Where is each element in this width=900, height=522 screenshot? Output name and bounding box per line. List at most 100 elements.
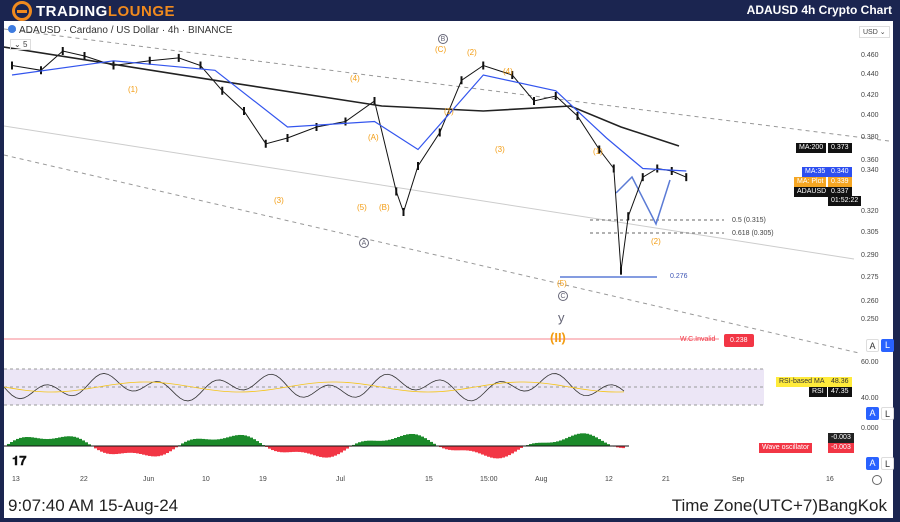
- wave-label: (4): [350, 74, 360, 83]
- oscillator-bar: [520, 446, 523, 448]
- oscillator-bar: [322, 446, 325, 458]
- rsi-ma-value: 48.36: [828, 377, 852, 387]
- oscillator-bar: [166, 446, 169, 454]
- oscillator-bar: [376, 440, 379, 446]
- wave-label: (II): [550, 330, 566, 345]
- osc-auto-button[interactable]: A: [866, 457, 879, 470]
- oscillator-bar: [547, 442, 550, 446]
- symbol-info: ADAUSD · Cardano / US Dollar · 4h · BINA…: [8, 25, 232, 36]
- oscillator-bar: [589, 434, 592, 446]
- price-candle: [264, 139, 267, 148]
- oscillator-bar: [142, 446, 145, 455]
- oscillator-bar: [160, 446, 163, 456]
- oscillator-bar: [292, 446, 295, 452]
- oscillator-bar: [196, 438, 199, 446]
- x-tick-label: 16: [826, 476, 834, 483]
- oscillator-bar: [358, 442, 361, 446]
- oscillator-bar: [622, 446, 625, 449]
- oscillator-bar: [574, 434, 577, 446]
- rsi-tick: 60.00: [861, 359, 879, 366]
- adausd-value: 0.337: [828, 187, 852, 197]
- oscillator-bar: [172, 446, 175, 450]
- oscillator-bar: [412, 434, 415, 446]
- currency-select[interactable]: USD ⌄: [859, 26, 890, 38]
- oscillator-bar: [103, 446, 106, 453]
- price-candle: [83, 52, 86, 60]
- x-tick-label: 15: [425, 476, 433, 483]
- oscillator-bar: [388, 439, 391, 446]
- wave-label: (1): [128, 85, 138, 94]
- oscillator-bar: [130, 446, 133, 453]
- x-tick-label: Jul: [336, 476, 345, 483]
- wave-label: (2): [651, 237, 661, 246]
- oscillator-bar: [487, 446, 490, 457]
- oscillator-bar: [331, 446, 334, 457]
- oscillator-bar: [463, 446, 466, 451]
- oscillator-bar: [586, 433, 589, 446]
- x-tick-label: 10: [202, 476, 210, 483]
- oscillator-bar: [481, 446, 484, 455]
- oscillator-bar: [136, 446, 139, 454]
- oscillator-bar: [457, 446, 460, 451]
- price-candle: [598, 145, 601, 154]
- auto-scale-button[interactable]: A: [866, 339, 879, 352]
- price-chart[interactable]: ADAUSD · Cardano / US Dollar · 4h · BINA…: [4, 21, 894, 490]
- oscillator-bar: [58, 437, 61, 446]
- oscillator-bar: [64, 436, 67, 446]
- oscillator-bar: [340, 446, 343, 453]
- log-scale-button[interactable]: L: [881, 339, 894, 352]
- oscillator-bar: [52, 438, 55, 446]
- indicator-toggle[interactable]: ⌄ 5: [10, 39, 32, 50]
- oscillator-bar: [532, 443, 535, 446]
- settings-gear-icon[interactable]: [872, 475, 882, 485]
- oscillator-bar: [307, 446, 310, 454]
- oscillator-bar: [460, 446, 463, 451]
- oscillator-bar: [10, 442, 13, 446]
- price-candle: [112, 61, 115, 70]
- oscillator-bar: [55, 438, 58, 446]
- oscillator-bar: [61, 436, 64, 446]
- oscillator-bar: [472, 446, 475, 452]
- oscillator-bar: [19, 437, 22, 446]
- logo-icon: [12, 1, 32, 21]
- rsi-auto-button[interactable]: A: [866, 407, 879, 420]
- chart-canvas[interactable]: [4, 21, 893, 490]
- oscillator-bar: [505, 446, 508, 457]
- fib-0.618-label: 0.618 (0.305): [732, 230, 774, 237]
- y-tick-label: 0.305: [861, 229, 879, 236]
- oscillator-bar: [373, 440, 376, 446]
- oscillator-bar: [394, 438, 397, 446]
- oscillator-bar: [577, 433, 580, 446]
- oscillator-bar: [385, 440, 388, 446]
- price-candle: [576, 112, 579, 120]
- oscillator-bar: [205, 439, 208, 446]
- y-tick-label: 0.440: [861, 71, 879, 78]
- price-candle: [177, 53, 180, 62]
- y-tick-label: 0.360: [861, 157, 879, 164]
- oscillator-bar: [94, 446, 97, 449]
- price-candle: [511, 71, 514, 79]
- oscillator-bar: [403, 435, 406, 446]
- channel-mid-line: [4, 125, 855, 260]
- oscillator-bar: [154, 446, 157, 457]
- oscillator-bar: [85, 442, 88, 446]
- oscillator-bar: [598, 439, 601, 446]
- price-candle: [656, 164, 659, 173]
- oscillator-bar: [7, 443, 10, 446]
- oscillator-bar: [421, 436, 424, 446]
- oscillator-tick: 0.000: [861, 425, 879, 432]
- oscillator-bar: [181, 443, 184, 446]
- oscillator-bar: [559, 440, 562, 446]
- oscillator-bar: [247, 436, 250, 446]
- oscillator-bar: [493, 446, 496, 459]
- footer-bar: 9:07:40 AM 15-Aug-24 Time Zone(UTC+7)Ban…: [4, 490, 893, 518]
- fib-0.5-label: 0.5 (0.315): [732, 217, 766, 224]
- logo-text-trading: TRADING: [36, 2, 108, 20]
- oscillator-value: -0.003: [828, 443, 854, 453]
- oscillator-bar: [430, 441, 433, 446]
- y-tick-label: 0.340: [861, 167, 879, 174]
- osc-log-button[interactable]: L: [881, 457, 894, 470]
- oscillator-bar: [580, 433, 583, 446]
- wave-label: (A): [368, 133, 379, 142]
- rsi-log-button[interactable]: L: [881, 407, 894, 420]
